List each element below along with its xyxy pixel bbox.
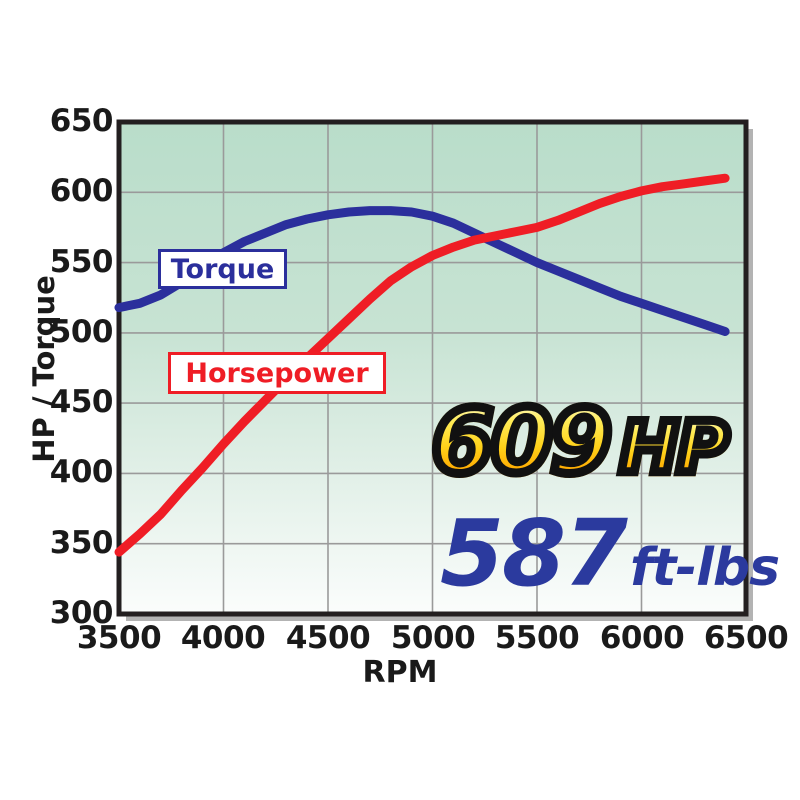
legend-callout-torque: Torque [158, 249, 287, 289]
x-tick-3500: 3500 [76, 620, 162, 656]
annotation-peak-torque-value: 587 [440, 500, 628, 607]
x-tick-5500: 5500 [494, 620, 580, 656]
x-tick-4000: 4000 [180, 620, 266, 656]
y-axis-ticks: 650 600 550 500 450 400 350 300 [0, 0, 114, 800]
y-tick-300: 300 [49, 595, 114, 631]
plot-frame [116, 119, 749, 617]
x-tick-6500: 6500 [703, 620, 789, 656]
y-tick-350: 350 [49, 525, 114, 561]
y-tick-500: 500 [49, 314, 114, 350]
y-axis-label: HP / Torque [27, 275, 61, 463]
annotation-peak-hp-value: 609 [428, 390, 617, 493]
x-tick-5000: 5000 [390, 620, 476, 656]
annotation-peak-hp: 609 HP [428, 390, 734, 493]
annotation-peak-torque: 587 ft-lbs [440, 500, 780, 607]
annotation-peak-hp-unit: HP [615, 407, 733, 489]
legend-callout-horsepower: Horsepower [168, 352, 386, 394]
y-tick-450: 450 [49, 384, 114, 420]
y-tick-600: 600 [49, 173, 114, 209]
x-tick-4500: 4500 [285, 620, 371, 656]
annotation-peak-torque-unit: ft-lbs [630, 538, 780, 598]
y-tick-400: 400 [49, 454, 114, 490]
y-tick-650: 650 [49, 103, 114, 139]
series-line-horsepower [114, 173, 730, 557]
y-tick-550: 550 [49, 244, 114, 280]
x-tick-6000: 6000 [599, 620, 685, 656]
x-axis-label: RPM [362, 655, 438, 690]
